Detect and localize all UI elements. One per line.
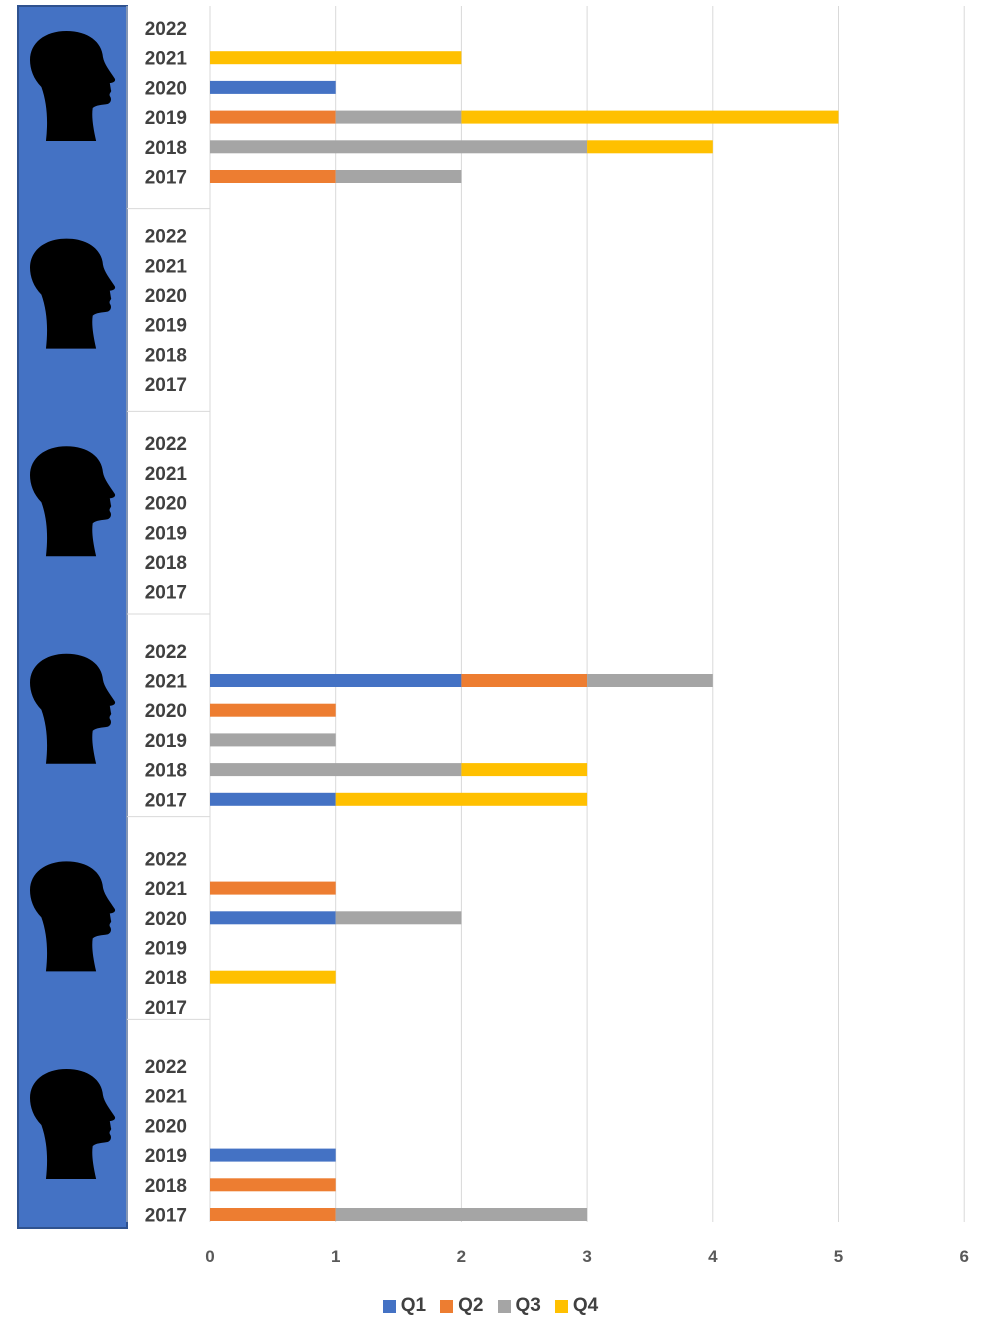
legend-swatch [554,1299,568,1313]
bar-segment-q4 [335,792,588,806]
year-tick-label: 2021 [145,1087,188,1108]
bar-segment-q4 [461,763,588,777]
year-tick-label: 2017 [145,1206,187,1227]
bar-segment-q2 [210,881,336,895]
bar-segment-q3 [210,763,462,777]
bar-segment-q2 [210,110,336,124]
year-tick-label: 2020 [145,286,187,307]
x-tick-label: 2 [457,1247,466,1266]
group-separators [126,6,210,1222]
bar-segment-q3 [335,110,462,124]
year-tick-label: 2021 [145,256,188,277]
year-tick-label: 2018 [145,968,187,989]
stacked-bar-chart: 2022 2021 2020 2019 2018 2017 2022 2021 2020 2019… [17,5,969,1266]
year-tick-label: 2020 [145,909,187,930]
year-tick-label: 2022 [145,642,187,663]
x-tick-label: 4 [708,1247,718,1266]
bars [210,51,839,1221]
year-tick-label: 2017 [145,790,187,811]
head-silhouette-icon [30,238,116,349]
bar-segment-q1 [210,792,336,806]
legend-label: Q1 [400,1295,427,1316]
year-tick-label: 2018 [145,345,187,366]
gridlines [209,6,965,1222]
group-icons [30,31,116,1179]
bar-segment-q4 [461,110,839,124]
bar-segment-q2 [210,170,336,183]
bar-segment-q2 [210,703,336,717]
year-tick-label: 2019 [145,316,187,337]
year-tick-label: 2017 [145,583,187,604]
legend: Q1 Q2 Q3 Q4 [0,1292,981,1320]
year-tick-label: 2022 [145,849,187,870]
year-tick-label: 2021 [145,672,188,693]
head-silhouette-icon [30,31,116,141]
x-tick-label: 3 [582,1247,591,1266]
year-tick-label: 2022 [145,227,187,248]
year-tick-label: 2021 [145,464,188,485]
bar-segment-q3 [210,733,336,747]
year-tick-label: 2022 [145,19,187,40]
year-tick-label: 2017 [145,168,187,189]
head-silhouette-icon [30,1069,116,1179]
bar-segment-q3 [587,674,713,687]
year-tick-label: 2018 [145,1176,187,1197]
year-tick-label: 2019 [145,1146,187,1167]
year-tick-label: 2021 [145,49,188,70]
legend-label: Q3 [515,1295,541,1316]
year-tick-label: 2017 [145,998,187,1019]
bar-segment-q4 [210,51,462,65]
year-tick-label: 2019 [145,523,187,544]
year-tick-labels: 2022 2021 2020 2019 2018 2017 2022 2021 2020 2019… [145,19,188,1227]
legend-item-q3: Q3 [497,1295,541,1317]
year-tick-label: 2018 [145,761,187,782]
bar-segment-q1 [210,911,336,925]
year-tick-label: 2019 [145,108,187,129]
x-tick-label: 5 [834,1247,843,1266]
bar-segment-q4 [210,970,336,984]
bar-segment-q3 [335,170,462,183]
legend-item-q2: Q2 [440,1295,484,1317]
year-tick-label: 2020 [145,494,187,515]
year-tick-label: 2020 [145,1116,187,1137]
bar-segment-q2 [210,1208,336,1221]
year-tick-label: 2021 [145,879,188,900]
bar-segment-q3 [335,911,462,925]
bar-segment-q2 [210,1178,336,1192]
year-tick-label: 2019 [145,939,187,960]
legend-label: Q4 [572,1295,599,1316]
year-tick-label: 2022 [145,1057,187,1078]
legend-item-q1: Q1 [382,1295,427,1317]
x-axis-tick-labels: 0 1 2 3 4 5 6 [205,1247,969,1266]
legend-swatch [382,1299,396,1313]
year-tick-label: 2022 [145,434,187,455]
x-tick-label: 1 [331,1247,340,1266]
bar-segment-q2 [461,674,588,687]
x-tick-label: 0 [205,1247,214,1266]
bar-segment-q4 [587,140,713,154]
year-tick-label: 2017 [145,375,187,396]
bar-segment-q1 [210,1148,336,1162]
year-tick-label: 2019 [145,731,187,752]
bar-segment-q3 [210,140,588,154]
bar-segment-q1 [210,674,462,687]
head-silhouette-icon [30,861,116,972]
bar-segment-q1 [210,80,336,94]
head-silhouette-icon [30,446,116,557]
legend-label: Q2 [458,1295,484,1316]
year-tick-label: 2020 [145,78,187,99]
year-tick-label: 2018 [145,553,187,574]
year-tick-label: 2020 [145,701,187,722]
group-label-panel [17,5,128,1229]
bar-segment-q3 [335,1208,588,1221]
year-tick-label: 2018 [145,138,187,159]
x-tick-label: 6 [959,1247,968,1266]
head-silhouette-icon [30,653,116,764]
legend-swatch [440,1299,454,1313]
legend-item-q4: Q4 [554,1295,599,1317]
legend-swatch [497,1299,511,1313]
